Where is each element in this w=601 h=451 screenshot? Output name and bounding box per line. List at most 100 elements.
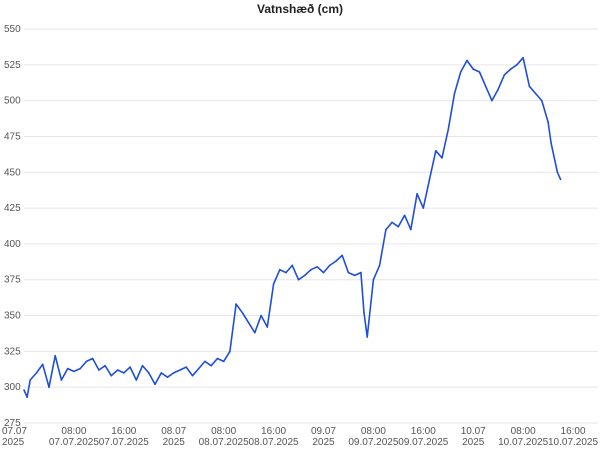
data-point — [172, 372, 175, 374]
data-point — [447, 128, 450, 131]
data-point — [497, 88, 500, 90]
x-tick-sublabel: 08.07.2025 — [199, 437, 249, 448]
data-point — [26, 396, 28, 399]
data-point — [260, 314, 262, 317]
data-point — [553, 157, 556, 159]
x-tick-sublabel: 07.07.2025 — [49, 437, 99, 448]
x-tick-sublabel: 2025 — [2, 437, 25, 448]
x-tick-label: 08.07 — [161, 426, 186, 437]
data-point — [316, 266, 319, 268]
x-tick-sublabel: 2025 — [163, 437, 186, 448]
x-tick-sublabel: 10.07.2025 — [548, 437, 598, 448]
data-point — [322, 271, 325, 274]
data-point — [297, 278, 300, 281]
data-point — [478, 71, 481, 73]
data-point — [29, 379, 32, 381]
data-point — [372, 278, 375, 281]
x-tick-label: 08:00 — [511, 426, 536, 437]
x-tick-sublabel: 09.07.2025 — [348, 437, 398, 448]
data-point — [428, 178, 431, 181]
y-tick-label: 325 — [4, 346, 21, 357]
y-tick-label: 300 — [4, 382, 21, 393]
y-axis-ticks: 275 300 325 350 375 400 425 450 475 500 525 550 — [4, 24, 21, 429]
data-point — [35, 372, 38, 374]
data-point — [272, 283, 275, 285]
data-point — [210, 364, 212, 367]
x-tick-label: 08:00 — [361, 426, 386, 437]
data-point — [235, 303, 237, 305]
data-point — [416, 193, 418, 195]
y-tick-label: 450 — [4, 167, 21, 178]
data-point — [541, 99, 543, 102]
data-point — [459, 71, 462, 73]
data-point — [285, 271, 287, 274]
data-point — [41, 363, 44, 366]
data-point — [363, 311, 365, 314]
data-point — [341, 254, 344, 257]
data-point — [266, 326, 269, 328]
series-layer — [23, 56, 562, 399]
data-point — [366, 336, 369, 338]
x-tick-label: 16:00 — [561, 426, 586, 437]
data-point — [98, 369, 100, 371]
data-point — [466, 59, 468, 62]
x-tick-label: 08:00 — [61, 426, 86, 437]
x-tick-label: 16:00 — [111, 426, 136, 437]
data-point — [550, 142, 552, 145]
data-point — [185, 366, 187, 368]
data-point — [503, 74, 506, 76]
data-point — [204, 360, 206, 363]
y-tick-label: 350 — [4, 311, 21, 322]
y-tick-label: 475 — [4, 131, 21, 142]
data-point — [410, 228, 412, 231]
data-point — [166, 376, 169, 379]
data-point — [328, 264, 331, 267]
data-point — [141, 364, 144, 367]
x-tick-label: 08:00 — [211, 426, 236, 437]
data-point — [116, 369, 119, 371]
data-point — [441, 157, 443, 159]
gridlines — [24, 28, 598, 424]
x-tick-sublabel: 08.07.2025 — [249, 437, 299, 448]
data-point — [135, 379, 138, 381]
y-tick-label: 375 — [4, 275, 21, 286]
x-tick-label: 10.07 — [461, 426, 486, 437]
data-point — [79, 367, 81, 370]
data-point — [148, 372, 150, 374]
data-point — [347, 271, 350, 274]
data-point — [54, 354, 56, 357]
data-point — [216, 357, 219, 360]
data-point — [254, 331, 256, 334]
data-point — [154, 383, 156, 386]
data-point — [509, 68, 512, 70]
data-point — [179, 369, 181, 371]
data-point — [279, 268, 281, 271]
data-point — [453, 92, 456, 95]
x-tick-sublabel: 07.07.2025 — [99, 437, 149, 448]
y-tick-label: 500 — [4, 96, 21, 107]
data-point — [66, 367, 69, 370]
data-point — [403, 214, 406, 217]
data-point — [472, 68, 475, 70]
data-point — [335, 260, 337, 262]
data-point — [369, 307, 372, 310]
data-point — [104, 364, 106, 367]
y-tick-label: 400 — [4, 239, 21, 250]
x-tick-sublabel: 2025 — [312, 437, 335, 448]
data-point — [385, 228, 387, 231]
chart-title: Vatnshæð (cm) — [257, 2, 343, 16]
data-point — [547, 121, 549, 123]
data-point — [391, 221, 393, 224]
data-point — [360, 271, 362, 274]
data-point — [516, 64, 518, 66]
data-point — [397, 225, 400, 228]
x-tick-label: 07.07 — [2, 426, 27, 437]
data-point — [291, 264, 294, 267]
data-point — [247, 321, 250, 324]
data-point — [48, 386, 50, 389]
y-tick-label: 525 — [4, 60, 21, 71]
x-tick-sublabel: 09.07.2025 — [398, 437, 448, 448]
x-tick-label: 09.07 — [311, 426, 336, 437]
